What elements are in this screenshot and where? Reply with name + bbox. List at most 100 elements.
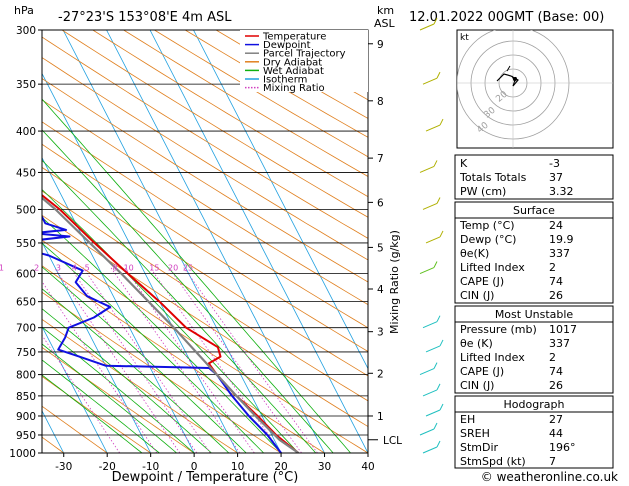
wind-barb-flag bbox=[433, 422, 438, 430]
lcl-label: LCL bbox=[383, 435, 402, 447]
dry-adiabat-line bbox=[123, 30, 368, 177]
temperature-tick-label: 10 bbox=[231, 461, 244, 473]
sreh-label: SREH bbox=[460, 427, 490, 440]
wind-barb-flag bbox=[436, 440, 441, 448]
mu-li-label: Lifted Index bbox=[460, 351, 525, 364]
mixing-ratio-labels: 1 2 3 4 5 8 10 15 20 25 bbox=[0, 264, 193, 273]
wind-barb-flag bbox=[439, 230, 444, 238]
dry-adiabat-line bbox=[42, 346, 195, 453]
wind-barb-flag bbox=[436, 71, 441, 79]
mu-cin-label: CIN (J) bbox=[460, 379, 494, 392]
pressure-tick-label: 600 bbox=[16, 269, 36, 281]
dry-adiabat-line bbox=[42, 36, 368, 239]
copyright-footer[interactable]: © weatheronline.co.uk bbox=[481, 470, 618, 484]
temperature-tick-label: 20 bbox=[274, 461, 287, 473]
mixing-ratio-label: 5 bbox=[85, 264, 90, 273]
stmdir-value: 196° bbox=[549, 441, 576, 454]
surface-li-label: Lifted Index bbox=[460, 261, 525, 274]
hodograph bbox=[457, 30, 613, 148]
wind-barb bbox=[425, 409, 441, 417]
temperature-tick-label: 0 bbox=[191, 461, 198, 473]
km-unit-label: km bbox=[377, 4, 394, 17]
wet-adiabat-line bbox=[42, 308, 212, 453]
pressure-tick-label: 500 bbox=[16, 204, 36, 216]
storm-motion-marker bbox=[513, 77, 517, 81]
wind-barb bbox=[422, 446, 438, 454]
wind-barb bbox=[419, 267, 435, 274]
pressure-tick-label: 1000 bbox=[9, 448, 36, 460]
hodograph-trace bbox=[496, 73, 519, 87]
wind-barb-flag bbox=[439, 339, 444, 347]
altitude-tick-label: 4 bbox=[377, 284, 384, 296]
most-unstable-title: Most Unstable bbox=[495, 308, 574, 321]
dry-adiabat-line bbox=[42, 318, 238, 453]
k-index-label: K bbox=[460, 157, 468, 170]
surface-dewp-value: 19.9 bbox=[549, 233, 574, 246]
index-box-1 bbox=[454, 154, 614, 200]
wind-barb bbox=[425, 345, 441, 353]
surface-theta-e-label: θe(K) bbox=[460, 247, 489, 260]
mixing-ratio-label: 25 bbox=[183, 264, 193, 273]
datetime-title: 12.01.2022 00GMT (Base: 00) bbox=[409, 10, 604, 25]
hodograph-table-box bbox=[454, 395, 614, 469]
legend-entry-label: Dry Adiabat bbox=[263, 57, 322, 68]
wind-barb-flag bbox=[436, 197, 441, 204]
mixing-ratio-line bbox=[82, 267, 211, 453]
mixing-ratio-line bbox=[42, 280, 158, 453]
wind-barb bbox=[422, 77, 438, 85]
legend-entry-label: Parcel Trajectory bbox=[263, 49, 346, 60]
pressure-tick-label: 350 bbox=[16, 79, 36, 91]
pw-label: PW (cm) bbox=[460, 185, 506, 198]
isotherm-line bbox=[62, 30, 282, 453]
background-grid bbox=[42, 30, 368, 453]
wind-barbs bbox=[419, 17, 444, 454]
dry-adiabat-line bbox=[42, 57, 368, 261]
surface-title: Surface bbox=[513, 204, 555, 217]
altitude-tick-label: 6 bbox=[377, 197, 384, 209]
dry-adiabat-line bbox=[61, 30, 368, 218]
wet-adiabat-line bbox=[42, 343, 177, 453]
axes: 3003504004505005506006507007508008509009… bbox=[9, 25, 402, 473]
hodograph-table-title: Hodograph bbox=[504, 398, 565, 411]
wind-barb-flag bbox=[433, 261, 438, 268]
wet-adiabat-line bbox=[42, 188, 299, 453]
altitude-tick-label: 3 bbox=[377, 327, 384, 339]
wind-barb bbox=[425, 236, 441, 244]
dry-adiabat-line bbox=[92, 30, 368, 198]
mixing-ratio-line bbox=[124, 267, 255, 453]
pressure-tick-label: 950 bbox=[16, 430, 36, 442]
stmdir-label: StmDir bbox=[460, 441, 499, 454]
mixing-ratio-line bbox=[149, 267, 282, 453]
dry-adiabat-line bbox=[42, 78, 368, 283]
pressure-tick-label: 300 bbox=[16, 25, 36, 37]
mixing-ratio-line bbox=[110, 267, 241, 453]
altitude-tick-label: 7 bbox=[377, 153, 384, 165]
pressure-tick-label: 750 bbox=[16, 347, 36, 359]
wind-barb bbox=[422, 321, 438, 329]
mu-pressure-value: 1017 bbox=[549, 323, 577, 336]
mu-pressure-label: Pressure (mb) bbox=[460, 323, 537, 336]
stmspd-value: 7 bbox=[549, 455, 556, 468]
altitude-tick-label: 5 bbox=[377, 242, 384, 254]
temperature-tick-label: 30 bbox=[318, 461, 331, 473]
dry-adiabat-line bbox=[42, 375, 151, 453]
wind-barb bbox=[419, 428, 435, 436]
hpa-unit-label: hPa bbox=[14, 4, 34, 17]
wind-barb-flag bbox=[433, 160, 438, 167]
mixing-ratio-label: 10 bbox=[124, 264, 134, 273]
pressure-tick-label: 900 bbox=[16, 411, 36, 423]
surface-box bbox=[454, 201, 614, 304]
dry-adiabat-line bbox=[42, 405, 108, 453]
wet-adiabat-line bbox=[42, 359, 160, 453]
x-axis-title: Dewpoint / Temperature (°C) bbox=[112, 470, 299, 485]
altitude-tick-label: 1 bbox=[377, 411, 384, 423]
wind-barb bbox=[419, 368, 435, 376]
asl-unit-label: ASL bbox=[374, 17, 396, 30]
hodograph-unit-label: kt bbox=[460, 33, 469, 43]
mixing-ratio-label: 8 bbox=[112, 264, 117, 273]
wind-barb-flag bbox=[439, 403, 444, 411]
pressure-tick-label: 650 bbox=[16, 297, 36, 309]
hodograph-frame bbox=[456, 29, 614, 149]
mu-theta-e-value: 337 bbox=[549, 337, 570, 350]
wind-barb bbox=[419, 165, 435, 173]
